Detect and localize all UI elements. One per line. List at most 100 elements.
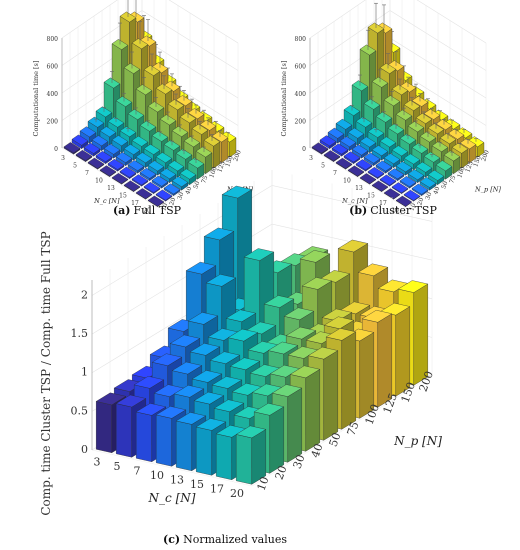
bar-3-40 <box>335 118 353 139</box>
z-tick: 200 <box>295 119 307 126</box>
z-axis-label: Computational time [s] <box>280 61 288 137</box>
y-tick: 125 <box>464 160 475 173</box>
z-tick: 1 <box>81 366 88 379</box>
bar-5-20 <box>331 143 349 157</box>
y-tick: 10 <box>160 202 169 212</box>
y-tick: 40 <box>309 442 326 460</box>
y-tick: 30 <box>176 191 185 201</box>
y-tick: 150 <box>472 155 483 168</box>
caption-b: (b) Cluster TSP <box>349 204 437 217</box>
y-tick: 30 <box>424 191 433 201</box>
x-tick: 17 <box>379 200 387 207</box>
z-tick-labels: 0 0.5 1 1.5 2 <box>71 288 89 456</box>
y-tick: 125 <box>216 160 227 173</box>
bar-17-50 <box>415 161 433 178</box>
bar-10-10 <box>347 165 365 178</box>
y-tick: 50 <box>192 180 201 190</box>
bar-5-30 <box>91 135 109 152</box>
bar-20-40 <box>419 176 437 191</box>
x-tick: 5 <box>321 162 325 169</box>
bar-13-10 <box>359 173 377 185</box>
z-tick: 600 <box>295 64 307 71</box>
y-axis-label: N_p [N] <box>393 434 442 448</box>
y-tick: 200 <box>232 149 243 162</box>
bar-10-40 <box>123 144 141 161</box>
bar-15-20 <box>379 174 397 187</box>
bar-10-20 <box>355 159 373 172</box>
bar-13-20 <box>367 166 385 180</box>
y-tick: 100 <box>208 166 219 179</box>
bar-3-20 <box>71 134 89 150</box>
bar-17-20 <box>391 182 409 195</box>
x-tick: 20 <box>391 207 399 214</box>
bar-10-40 <box>371 145 389 161</box>
bar-3-10 <box>63 142 81 155</box>
bar-7-20 <box>343 151 361 165</box>
z-axis-label: Computational time [s] <box>32 61 40 137</box>
bar-20-30 <box>163 183 181 197</box>
x-tick: 15 <box>190 478 204 491</box>
bar-15-20 <box>131 174 149 187</box>
x-tick: 17 <box>131 200 139 207</box>
bar-20-10 <box>147 195 165 208</box>
y-tick: 10 <box>255 475 272 493</box>
bar-7-20 <box>95 151 113 165</box>
y-tick: 20 <box>416 197 425 207</box>
x-tick: 20 <box>143 207 151 214</box>
bar-7-10 <box>335 157 353 170</box>
x-tick: 13 <box>355 185 363 192</box>
x-tick: 13 <box>107 185 115 192</box>
z-tick: 400 <box>295 91 307 98</box>
x-tick: 17 <box>210 482 224 495</box>
caption-c: (c) Normalized values <box>163 533 287 546</box>
bar-5-10 <box>75 149 93 163</box>
bar-15-10 <box>371 180 389 193</box>
x-axis-label: N_c [N] <box>148 491 196 505</box>
y-tick: 150 <box>224 155 235 168</box>
bar-7-10 <box>87 157 105 170</box>
z-tick: 200 <box>47 119 59 126</box>
bar-10-30 <box>115 152 133 167</box>
x-tick: 7 <box>85 170 89 177</box>
z-axis-label: Comp. time Cluster TSP / Comp. time Full… <box>39 231 53 515</box>
x-axis-label: N_c [N] <box>93 197 120 205</box>
bar-10-30 <box>363 152 381 167</box>
x-tick: 10 <box>150 469 164 482</box>
bar-7-30 <box>351 144 369 159</box>
z-tick: 0.5 <box>71 404 89 417</box>
bar-20-30 <box>411 183 429 197</box>
y-tick: 10 <box>408 202 417 212</box>
bar-17-10 <box>383 188 401 200</box>
x-tick: 7 <box>134 464 141 477</box>
y-tick: 40 <box>432 186 441 196</box>
bar-15-30 <box>139 167 157 182</box>
bar-3-20 <box>319 135 337 150</box>
y-tick: 30 <box>291 453 308 471</box>
y-tick: 100 <box>456 166 467 179</box>
bar-13-10 <box>111 173 129 185</box>
bar-13-20 <box>119 166 137 180</box>
bar-20-40 <box>171 176 189 191</box>
bar-15-30 <box>387 168 405 182</box>
bar-20-20 <box>403 189 421 202</box>
y-tick: 200 <box>480 149 491 162</box>
z-tick: 0 <box>302 146 306 153</box>
bar-13-40 <box>135 152 153 169</box>
bar-20-20 <box>155 189 173 202</box>
x-tick: 3 <box>309 155 313 162</box>
z-tick: 1.5 <box>71 327 89 340</box>
bar-10-10 <box>99 165 117 178</box>
bar-17-20 <box>143 181 161 195</box>
x-tick: 5 <box>73 162 77 169</box>
x-tick: 13 <box>170 473 184 486</box>
bars <box>95 185 429 485</box>
bar-17-40 <box>159 168 177 184</box>
